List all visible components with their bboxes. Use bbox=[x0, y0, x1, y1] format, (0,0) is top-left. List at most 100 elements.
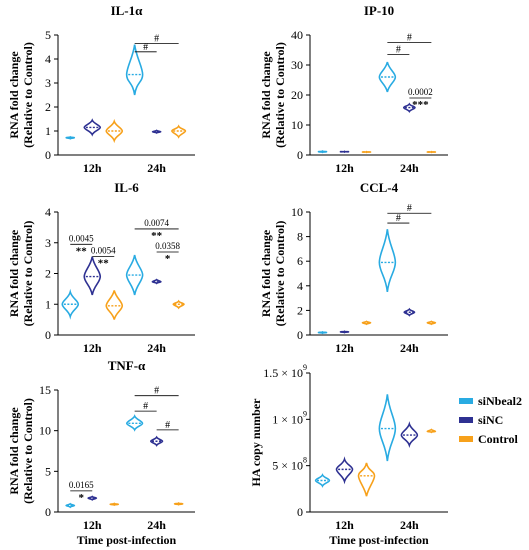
significance-marker: # bbox=[143, 401, 148, 412]
violin-control bbox=[105, 118, 124, 144]
violin-sinbeal2 bbox=[314, 473, 331, 488]
y-tick-label: 2 bbox=[45, 100, 51, 114]
x-tick-label: 12h bbox=[335, 518, 354, 532]
y-axis-label: RNA fold change bbox=[7, 51, 21, 139]
violin-sinc bbox=[83, 118, 102, 137]
violin-control bbox=[361, 150, 372, 154]
violin-sinc bbox=[87, 495, 98, 501]
y-tick-label: 10 bbox=[291, 118, 303, 132]
x-axis-label: Time post-infection bbox=[329, 533, 429, 547]
y-tick-label: 0 bbox=[45, 148, 51, 162]
significance-marker: ** bbox=[151, 230, 163, 242]
significance-marker: * bbox=[79, 492, 85, 504]
x-tick-label: 24h bbox=[400, 518, 419, 532]
legend-label: Control bbox=[478, 432, 518, 446]
legend-swatch bbox=[459, 436, 473, 442]
panel-ccl-4: 0 2 4 6 8 10 12h 24h CCL-4 RNA fold change (Relati… bbox=[259, 180, 448, 355]
chart-title: TNF-α bbox=[108, 358, 146, 373]
violin-sinbeal2 bbox=[126, 414, 144, 432]
y-tick-label: 4 bbox=[297, 279, 303, 293]
violin-control bbox=[173, 501, 184, 506]
y-tick-label: 0 bbox=[45, 505, 51, 519]
y-tick-exponent: 8 bbox=[303, 456, 307, 465]
legend-swatch bbox=[459, 398, 473, 404]
y-tick-label: 10 bbox=[39, 424, 51, 438]
y-tick-label: 5 × 10 bbox=[272, 459, 303, 473]
panel-il-6: 0 1 2 3 4 12h 24h IL-6 RNA fold change (Relative … bbox=[7, 180, 195, 355]
legend: siNbeal2 siNC Control bbox=[459, 394, 522, 446]
y-axis-sublabel: (Relative to Control) bbox=[21, 42, 35, 148]
p-value-label: 0.0074 bbox=[144, 218, 169, 228]
violin-sinbeal2 bbox=[378, 229, 397, 293]
significance-marker: # bbox=[154, 386, 159, 397]
y-tick-label: 30 bbox=[291, 58, 303, 72]
chart-title: IL-6 bbox=[114, 180, 139, 195]
violin-sinbeal2 bbox=[378, 61, 397, 93]
significance-marker: # bbox=[396, 45, 401, 56]
y-tick-label: 4 bbox=[45, 52, 51, 66]
chart-title: CCL-4 bbox=[360, 180, 399, 195]
y-tick-label: 2 bbox=[297, 303, 303, 317]
y-tick-label: 5 bbox=[45, 464, 51, 478]
y-axis-label: RNA fold change bbox=[7, 229, 21, 317]
y-tick-label: 3 bbox=[45, 76, 51, 90]
x-tick-label: 12h bbox=[335, 161, 354, 175]
violin-sinc bbox=[339, 150, 350, 154]
y-axis-sublabel: (Relative to Control) bbox=[21, 398, 35, 504]
y-tick-exponent: 9 bbox=[303, 409, 307, 418]
p-value-label: 0.0165 bbox=[69, 480, 94, 490]
legend-label: siNC bbox=[478, 413, 503, 427]
y-tick-label: 1 bbox=[45, 297, 51, 311]
y-tick-label: 0 bbox=[297, 505, 303, 519]
violin-control bbox=[426, 150, 437, 154]
violin-sinbeal2 bbox=[317, 150, 328, 154]
y-axis-sublabel: (Relative to Control) bbox=[273, 42, 287, 148]
significance-marker: *** bbox=[412, 99, 429, 111]
y-tick-label: 8 bbox=[297, 230, 303, 244]
violin-sinc bbox=[339, 330, 350, 334]
significance-marker: ** bbox=[98, 258, 110, 270]
legend-label: siNbeal2 bbox=[478, 394, 522, 408]
y-axis-label: RNA fold change bbox=[259, 51, 273, 139]
panel-tnf-: 0 5 10 15 12h 24h TNF-α RNA fold change (Relativ… bbox=[7, 358, 195, 547]
y-tick-label: 0 bbox=[297, 328, 303, 342]
x-tick-label: 12h bbox=[335, 341, 354, 355]
violin-sinc bbox=[83, 256, 102, 296]
p-value-label: 0.0358 bbox=[155, 241, 180, 251]
violin-sinbeal2 bbox=[378, 394, 397, 462]
violin-control bbox=[105, 290, 124, 320]
x-tick-label: 24h bbox=[147, 161, 166, 175]
chart-title: IL-1α bbox=[111, 3, 144, 18]
x-axis-label: Time post-infection bbox=[77, 533, 177, 547]
violin-control bbox=[109, 502, 120, 507]
violin-sinbeal2 bbox=[65, 135, 76, 140]
significance-marker: # bbox=[407, 33, 412, 44]
violin-sinbeal2 bbox=[65, 502, 76, 509]
y-axis-sublabel: (Relative to Control) bbox=[21, 221, 35, 327]
x-tick-label: 24h bbox=[400, 161, 419, 175]
violin-sinc bbox=[400, 421, 419, 449]
significance-marker: # bbox=[407, 203, 412, 214]
violin-sinc bbox=[151, 129, 162, 135]
y-tick-label: 20 bbox=[291, 88, 303, 102]
y-tick-label: 3 bbox=[45, 236, 51, 250]
y-tick-label: 4 bbox=[45, 205, 51, 219]
x-tick-label: 12h bbox=[83, 161, 102, 175]
significance-marker: ** bbox=[76, 245, 88, 257]
p-value-label: 0.0054 bbox=[91, 246, 116, 256]
y-tick-label: 0 bbox=[45, 328, 51, 342]
violin-sinbeal2 bbox=[125, 254, 144, 296]
panel-il-1-: 0 1 2 3 4 5 12h 24h IL-1α RNA fold change (Relativ… bbox=[7, 3, 195, 175]
x-tick-label: 12h bbox=[83, 341, 102, 355]
y-tick-label: 1 bbox=[45, 124, 51, 138]
violin-sinbeal2 bbox=[61, 288, 80, 320]
significance-marker: # bbox=[143, 42, 148, 53]
y-tick-label: 10 bbox=[291, 205, 303, 219]
p-value-label: 0.0002 bbox=[408, 87, 433, 97]
violin-control bbox=[357, 462, 376, 497]
x-tick-label: 12h bbox=[83, 518, 102, 532]
y-tick-label: 6 bbox=[297, 254, 303, 268]
y-tick-label: 2 bbox=[45, 267, 51, 281]
y-axis-label: HA copy number bbox=[249, 398, 263, 487]
x-tick-label: 24h bbox=[147, 518, 166, 532]
